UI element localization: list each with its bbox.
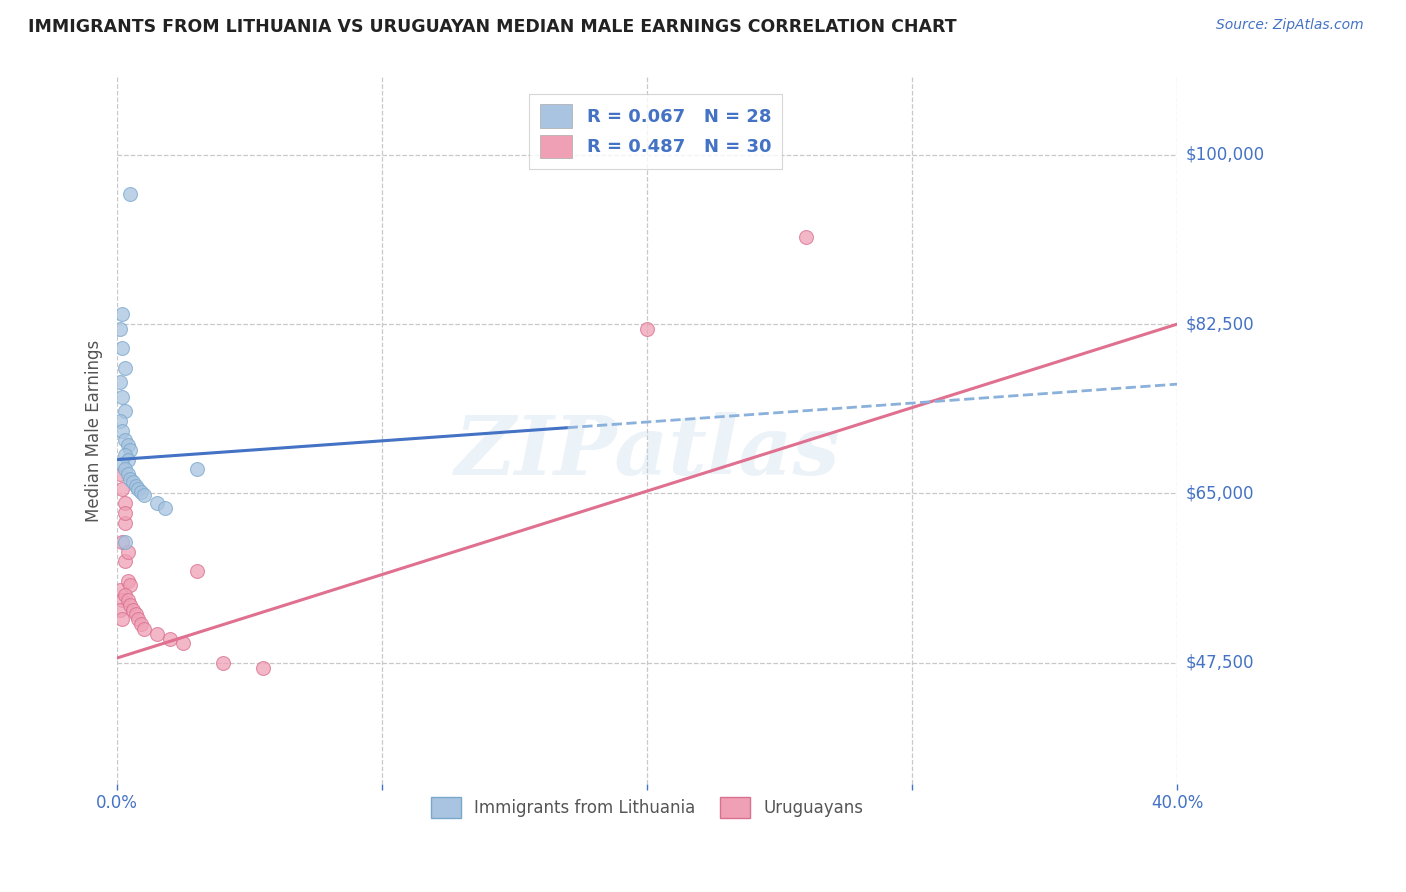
Point [114,462,136,476]
Point [129,617,152,632]
Point [111,342,134,356]
Point [186,564,208,578]
Point [132,622,155,636]
Text: $82,500: $82,500 [1185,315,1254,333]
Point [127,612,149,626]
Point [117,452,139,467]
Point [114,506,136,520]
Point [117,593,139,607]
Point [114,534,136,549]
Point [132,488,155,502]
Point [111,482,134,496]
Point [125,479,148,493]
Point [120,186,142,201]
Point [120,472,142,486]
Point [111,612,134,626]
Point [146,496,169,510]
Point [108,375,131,389]
Point [108,602,131,616]
Point [117,438,139,452]
Point [114,496,136,510]
Point [159,632,181,646]
Point [172,636,194,650]
Text: $47,500: $47,500 [1185,654,1254,672]
Point [186,462,208,476]
Point [111,534,134,549]
Point [794,230,817,244]
Point [122,602,145,616]
Point [108,322,131,336]
Point [114,516,136,530]
Text: Source: ZipAtlas.com: Source: ZipAtlas.com [1216,18,1364,32]
Text: IMMIGRANTS FROM LITHUANIA VS URUGUAYAN MEDIAN MALE EARNINGS CORRELATION CHART: IMMIGRANTS FROM LITHUANIA VS URUGUAYAN M… [28,18,956,36]
Text: ZIPatlas: ZIPatlas [454,412,839,491]
Point [114,448,136,462]
Point [120,442,142,457]
Point [114,404,136,418]
Legend: Immigrants from Lithuania, Uruguayans: Immigrants from Lithuania, Uruguayans [425,790,870,825]
Text: $100,000: $100,000 [1185,146,1264,164]
Point [111,458,134,472]
Point [146,627,169,641]
Point [129,484,152,499]
Point [111,424,134,438]
Point [127,482,149,496]
Point [120,578,142,592]
Point [117,574,139,588]
Point [114,434,136,448]
Point [125,607,148,622]
Point [212,656,235,670]
Text: $65,000: $65,000 [1185,484,1254,502]
Point [108,583,131,598]
Point [636,322,658,336]
Point [108,467,131,482]
Point [120,598,142,612]
Point [153,500,176,515]
Point [111,308,134,322]
Point [117,544,139,558]
Point [111,593,134,607]
Y-axis label: Median Male Earnings: Median Male Earnings [86,340,103,522]
Point [111,390,134,404]
Point [114,554,136,568]
Point [252,660,274,674]
Point [114,588,136,602]
Point [122,475,145,489]
Point [114,360,136,375]
Point [117,467,139,482]
Point [108,414,131,428]
